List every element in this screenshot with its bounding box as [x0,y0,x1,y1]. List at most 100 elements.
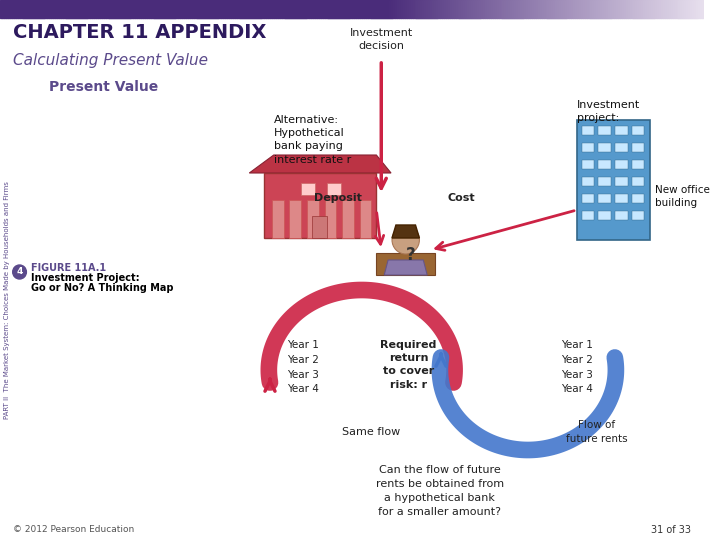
Bar [383,0,386,18]
Bar [17,0,20,18]
Bar [303,0,305,18]
Bar [356,0,359,18]
Bar [30,0,32,18]
Bar [8,0,10,18]
Bar [677,0,679,18]
Bar [155,0,157,18]
Bar [270,0,272,18]
Bar [444,0,446,18]
Bar [639,0,642,18]
Bar [436,0,438,18]
Bar [575,0,577,18]
Text: Investment
decision: Investment decision [350,28,413,51]
Bar [258,0,261,18]
Bar [571,0,573,18]
Bar [312,0,315,18]
Bar [636,0,638,18]
Bar [645,0,648,18]
Bar [541,0,544,18]
Bar [610,0,613,18]
Bar [615,160,628,169]
Bar [616,0,618,18]
Bar [631,143,644,152]
Bar [145,0,147,18]
Bar [438,0,441,18]
Bar [180,0,182,18]
Bar [634,0,636,18]
Bar [618,0,621,18]
Bar [680,0,683,18]
Bar [555,0,558,18]
Bar [196,0,198,18]
Bar [94,0,96,18]
Text: 31 of 33: 31 of 33 [651,525,691,535]
Bar [14,0,16,18]
Bar [354,0,356,18]
Bar [215,0,217,18]
Bar [536,0,538,18]
Bar [284,0,286,18]
Bar [397,0,400,18]
Bar [393,0,395,18]
Bar [90,0,92,18]
Bar [186,0,188,18]
Bar [202,0,204,18]
Bar [614,0,616,18]
Bar [107,0,110,18]
Bar [598,126,611,135]
Bar [84,0,86,18]
Bar [342,0,345,18]
Bar [264,173,377,238]
Bar [374,0,376,18]
Bar [512,0,515,18]
Bar [287,0,290,18]
Bar [71,0,73,18]
Text: ?: ? [405,246,415,264]
Bar [72,0,75,18]
Bar [0,0,2,18]
Bar [489,0,491,18]
Bar [582,177,595,186]
Bar [68,0,71,18]
Bar [399,0,401,18]
Bar [117,0,120,18]
Polygon shape [392,225,419,238]
Bar [86,0,89,18]
Bar [25,0,28,18]
Bar [99,0,102,18]
Bar [432,0,435,18]
Bar [174,0,176,18]
Bar [205,0,208,18]
Bar [102,0,104,18]
Bar [203,0,206,18]
Bar [418,0,421,18]
Bar [112,0,114,18]
Bar [401,0,403,18]
Bar [235,0,237,18]
Bar [534,0,536,18]
Bar [12,0,14,18]
Bar [631,0,634,18]
Bar [319,0,321,18]
Bar [465,0,468,18]
Bar [420,0,423,18]
Bar [582,211,595,220]
Bar [225,0,228,18]
Bar [334,0,337,18]
Bar [598,160,611,169]
Bar [238,0,241,18]
Bar [481,0,483,18]
Bar [256,0,258,18]
Text: FIGURE 11A.1: FIGURE 11A.1 [31,263,107,273]
Bar [549,0,552,18]
Bar [143,0,145,18]
Bar [161,0,163,18]
Bar [559,0,562,18]
Bar [430,0,433,18]
Bar [514,0,517,18]
Bar [307,0,310,18]
Bar [702,0,704,18]
Bar [665,0,667,18]
Bar [528,0,531,18]
Bar [395,0,397,18]
